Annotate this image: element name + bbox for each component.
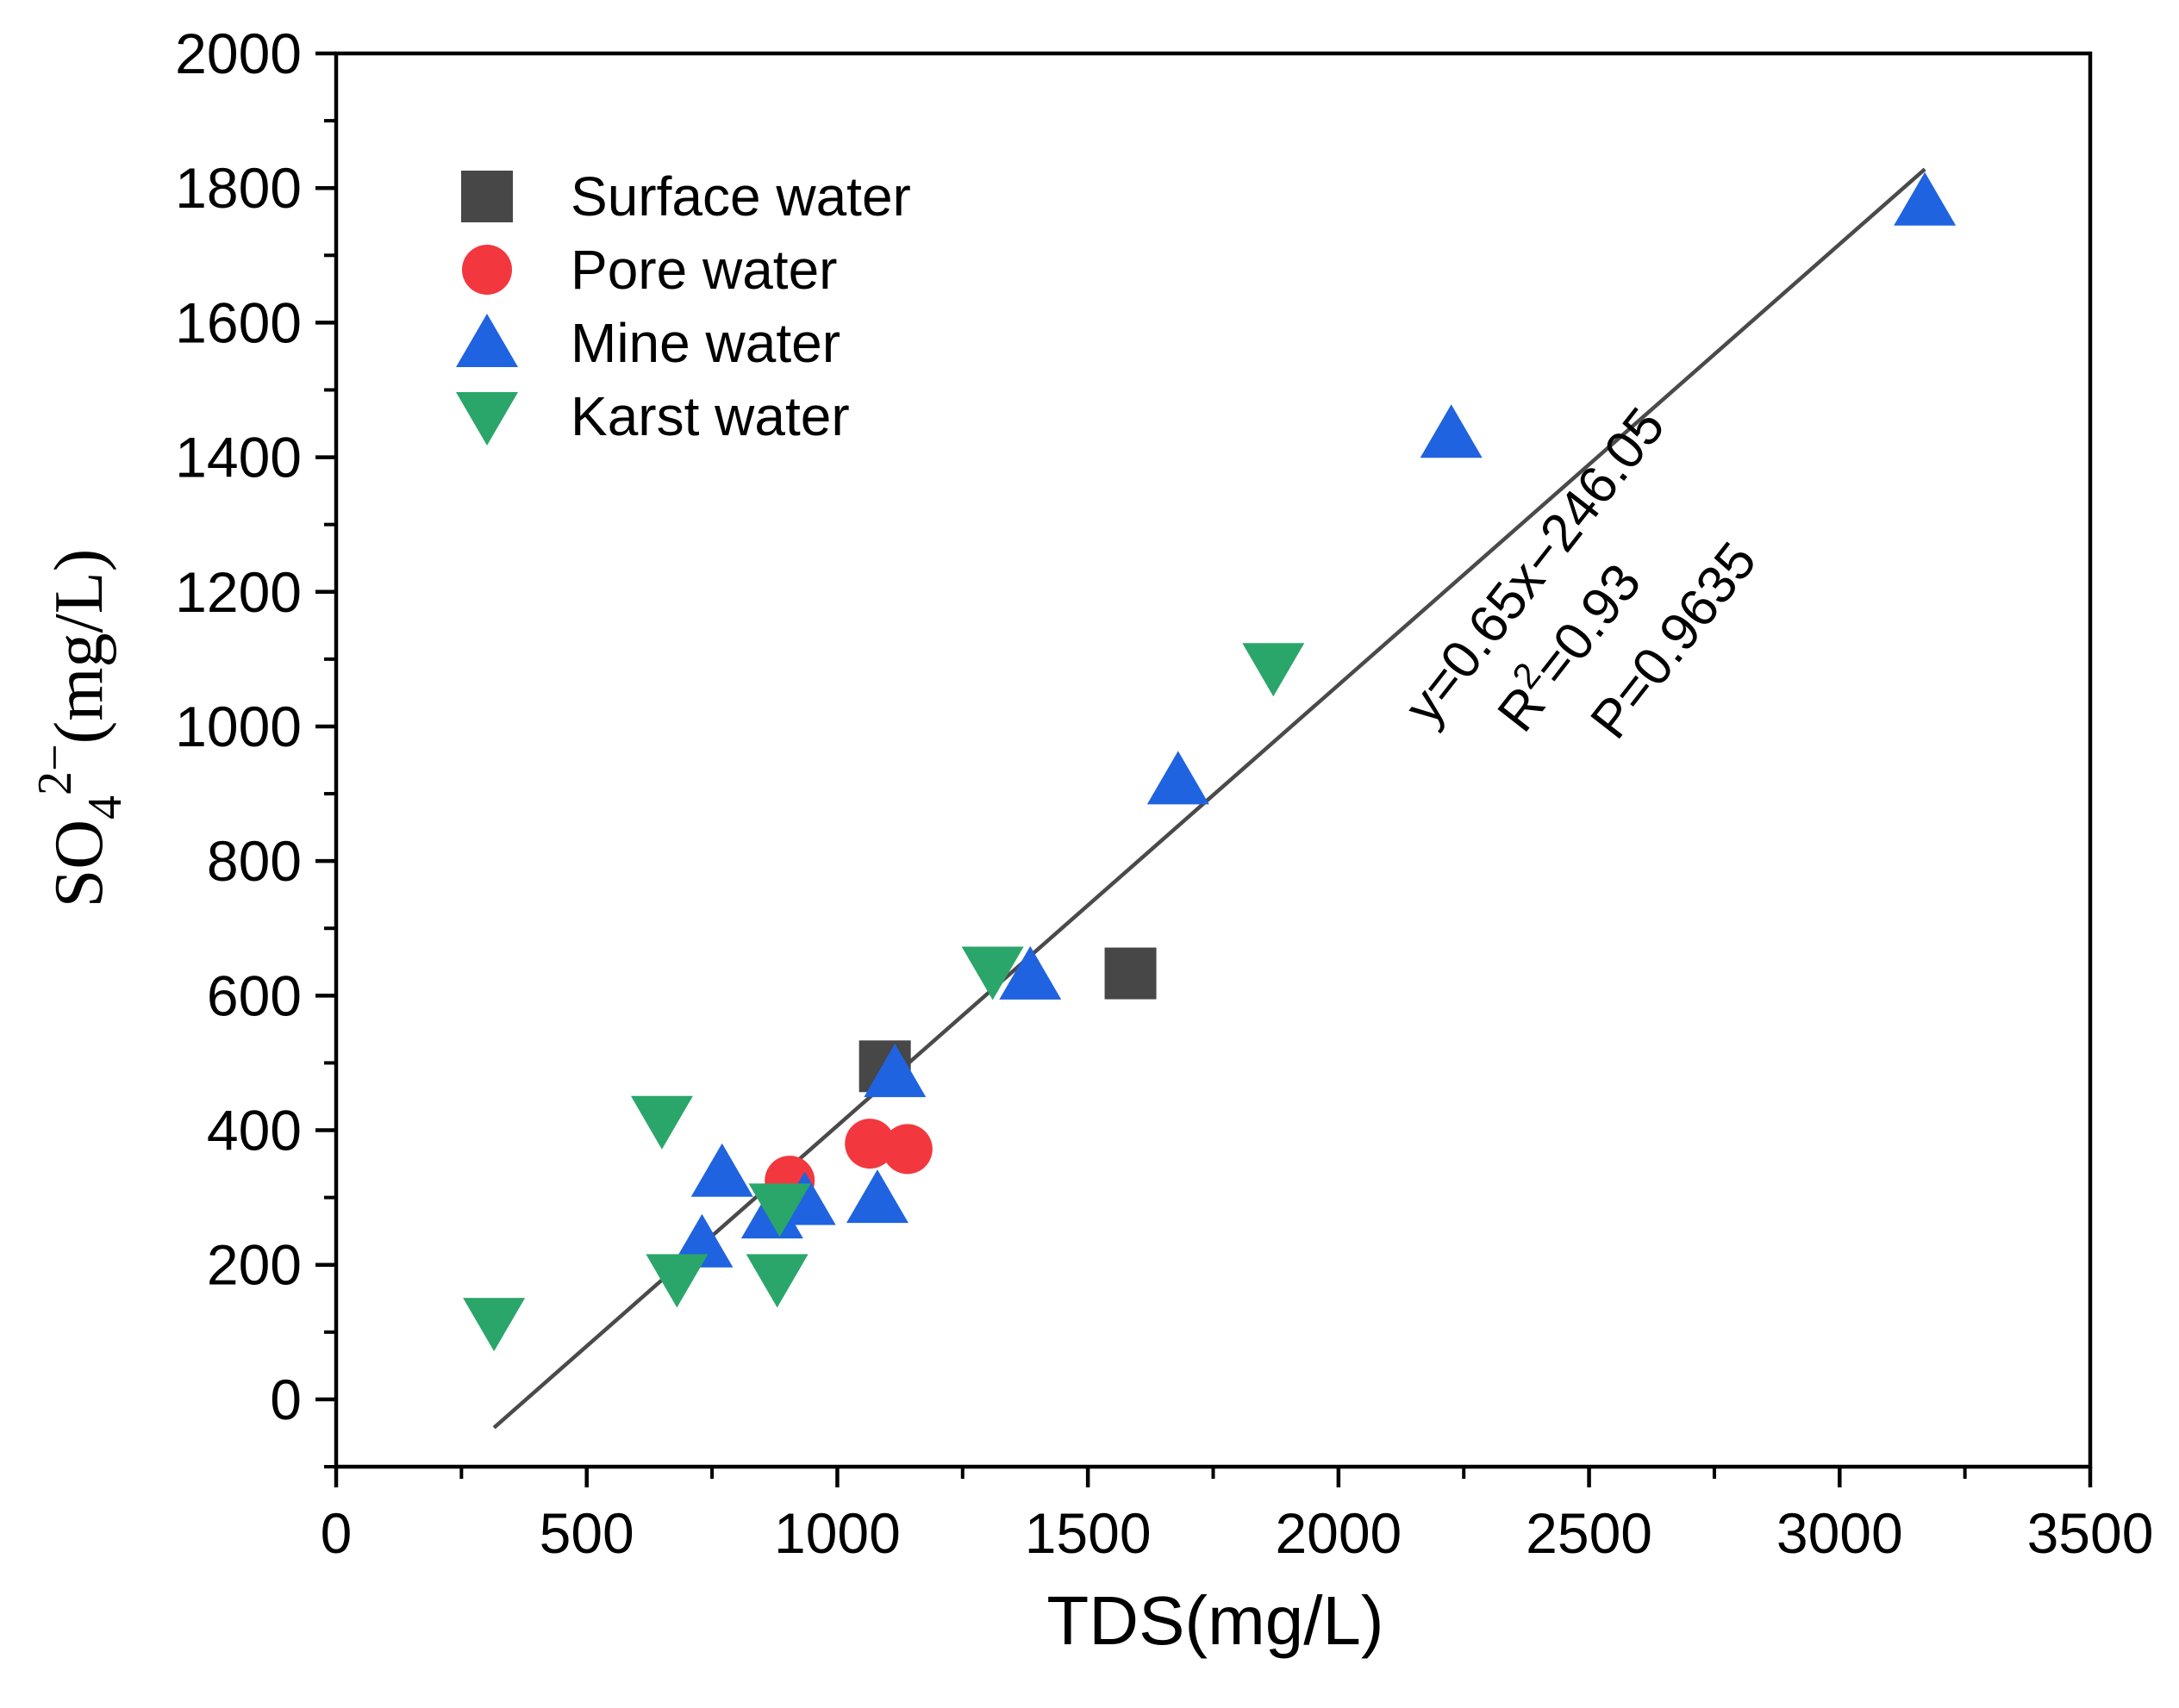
x-tick-label: 1000 — [774, 1501, 901, 1565]
plot-frame — [334, 51, 2093, 1469]
regression-line — [492, 167, 1926, 1430]
y-axis-title-sub: 4 — [78, 795, 132, 820]
y-tick-label: 1000 — [175, 695, 302, 758]
legend-label-karst-water: Karst water — [571, 385, 850, 447]
mine-water-point — [671, 1213, 734, 1268]
x-tick-label: 3000 — [1776, 1501, 1903, 1565]
y-tick-label: 400 — [207, 1099, 302, 1163]
legend-marker-pore-water — [462, 245, 512, 295]
y-axis-title-unit: (mg/L) — [41, 549, 117, 745]
x-tick-label: 2500 — [1526, 1501, 1652, 1565]
x-tick-label: 1500 — [1025, 1501, 1152, 1565]
y-tick-label: 600 — [207, 963, 302, 1027]
y-axis-title-base: SO — [41, 820, 117, 907]
mine-water-point — [864, 1044, 927, 1098]
karst-water-point — [646, 1254, 709, 1308]
mine-water-point — [1420, 404, 1483, 458]
y-axis-title: SO42−(mg/L) — [28, 549, 132, 907]
y-tick-label: 1200 — [175, 560, 302, 624]
legend-label-pore-water: Pore water — [571, 239, 837, 301]
y-tick-label: 200 — [207, 1233, 302, 1297]
y-axis-title-sup: 2− — [28, 744, 82, 795]
y-tick-label: 1800 — [175, 156, 302, 220]
karst-water-point — [746, 1254, 809, 1308]
pore-water-point — [845, 1119, 896, 1169]
mine-water-point — [690, 1143, 753, 1197]
mine-water-point — [999, 945, 1062, 1000]
legend-marker-surface-water — [461, 171, 513, 222]
axes-ticks — [315, 51, 2093, 1487]
y-tick-label: 0 — [270, 1368, 302, 1431]
mine-water-point — [1894, 171, 1957, 226]
x-tick-label: 500 — [540, 1501, 634, 1565]
karst-water-point — [961, 946, 1024, 1000]
karst-water-point — [1242, 643, 1305, 697]
x-axis-title: TDS(mg/L) — [1046, 1582, 1383, 1659]
mine-water-point — [1146, 751, 1209, 805]
y-tick-label: 2000 — [175, 22, 302, 85]
karst-water-point — [748, 1183, 811, 1237]
x-tick-label: 2000 — [1275, 1501, 1402, 1565]
y-tick-label: 1400 — [175, 426, 302, 489]
legend-marker-mine-water — [456, 314, 518, 367]
x-tick-label: 0 — [321, 1501, 353, 1565]
karst-water-point — [463, 1298, 526, 1352]
x-tick-labels: 0 500 1000 1500 2000 2500 3000 3500 — [321, 1501, 2154, 1565]
karst-water-point — [630, 1095, 693, 1150]
legend: Surface water Pore water Mine water Karst w… — [456, 165, 911, 447]
pore-water-point — [882, 1124, 933, 1175]
data-points — [463, 171, 1957, 1352]
x-tick-label: 3500 — [2027, 1501, 2154, 1565]
mine-water-point — [846, 1169, 908, 1224]
y-tick-label: 800 — [207, 829, 302, 893]
surface-water-point — [1104, 947, 1157, 1000]
y-tick-labels: 0 200 400 600 800 1000 1200 1400 1600 1800 2000 — [175, 22, 302, 1431]
legend-label-mine-water: Mine water — [571, 312, 840, 374]
fit-annotation: y=0.65x−246.05 R2=0.93 P=0.9635 — [1394, 397, 1769, 750]
legend-label-surface-water: Surface water — [571, 165, 911, 228]
y-tick-label: 1600 — [175, 290, 302, 354]
legend-marker-karst-water — [456, 392, 518, 446]
